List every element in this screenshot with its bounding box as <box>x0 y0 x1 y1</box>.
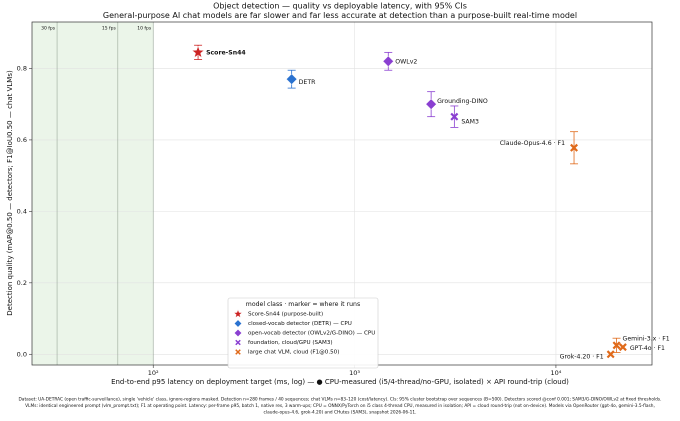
point-label: OWLv2 <box>395 58 417 65</box>
x-tick-label: 10² <box>148 369 159 377</box>
fps-label: 10 fps <box>137 26 152 32</box>
fps-label: 30 fps <box>41 26 56 32</box>
marker-x <box>450 112 459 121</box>
point-label: Claude-Opus-4.6 · F1 <box>500 140 565 147</box>
point-label: GPT-4o · F1 <box>630 345 665 352</box>
x-tick-label: 10³ <box>349 369 360 377</box>
point-label: DETR <box>299 79 316 86</box>
y-tick-label: 0.4 <box>17 207 27 215</box>
legend-label: foundation, cloud/GPU (SAM3) <box>248 340 333 346</box>
y-tick-label: 0.6 <box>17 136 27 144</box>
fps-label: 15 fps <box>102 26 117 32</box>
marker-diamond <box>425 98 437 110</box>
point-label: Grounding-DINO <box>437 98 488 105</box>
y-axis-label: Detection quality (mAP@0.50 — detectors;… <box>6 70 14 316</box>
point-label: Gemini-3.x · F1 <box>623 335 670 342</box>
footnote: claude-opus-4.6, grok-4.20) and CHutes (… <box>264 410 417 416</box>
marker-x <box>618 343 627 352</box>
marker-x <box>606 350 615 359</box>
y-tick-label: 0.0 <box>17 350 27 358</box>
legend-label: closed-vocab detector (DETR) — CPU <box>248 321 352 327</box>
footnote: VLMs: identical engineered prompt (vlm_p… <box>25 403 655 409</box>
marker-x <box>235 349 241 355</box>
y-tick-label: 0.8 <box>17 64 27 72</box>
marker-star <box>191 45 205 58</box>
legend: model class · marker = where it runs Scor… <box>227 297 379 369</box>
marker-diamond <box>234 329 242 337</box>
marker-diamond <box>234 319 242 328</box>
marker-diamond <box>286 73 298 85</box>
point-label: Grok-4.20 · F1 <box>560 353 604 360</box>
x-tick-label: 10⁴ <box>550 369 561 377</box>
chart-subtitle: General-purpose AI chat models are far s… <box>103 11 577 20</box>
marker-x <box>570 143 579 152</box>
marker-diamond <box>382 55 394 67</box>
legend-frame <box>227 297 379 369</box>
footnote: Dataset: UA-DETRAC (open traffic-surveil… <box>19 397 662 403</box>
legend-label: Score-Sn44 (purpose-built) <box>248 312 323 318</box>
marker-x <box>235 339 241 346</box>
y-tick-label: 0.2 <box>17 279 27 287</box>
realtime-region <box>32 22 154 365</box>
marker-star <box>233 309 243 318</box>
marker-x <box>612 341 621 350</box>
legend-title: model class · marker = where it runs <box>246 301 360 308</box>
point-label: Score-Sn44 <box>206 49 246 56</box>
legend-label: large chat VLM, cloud (F1@0.50) <box>248 350 339 356</box>
point-label: SAM3 <box>461 119 479 126</box>
x-axis-label: End-to-end p95 latency on deployment tar… <box>111 378 569 386</box>
legend-label: open-vocab detector (OWLv2/G-DINO) — CPU <box>248 331 375 337</box>
chart-title: Object detection — quality vs deployable… <box>213 2 467 11</box>
